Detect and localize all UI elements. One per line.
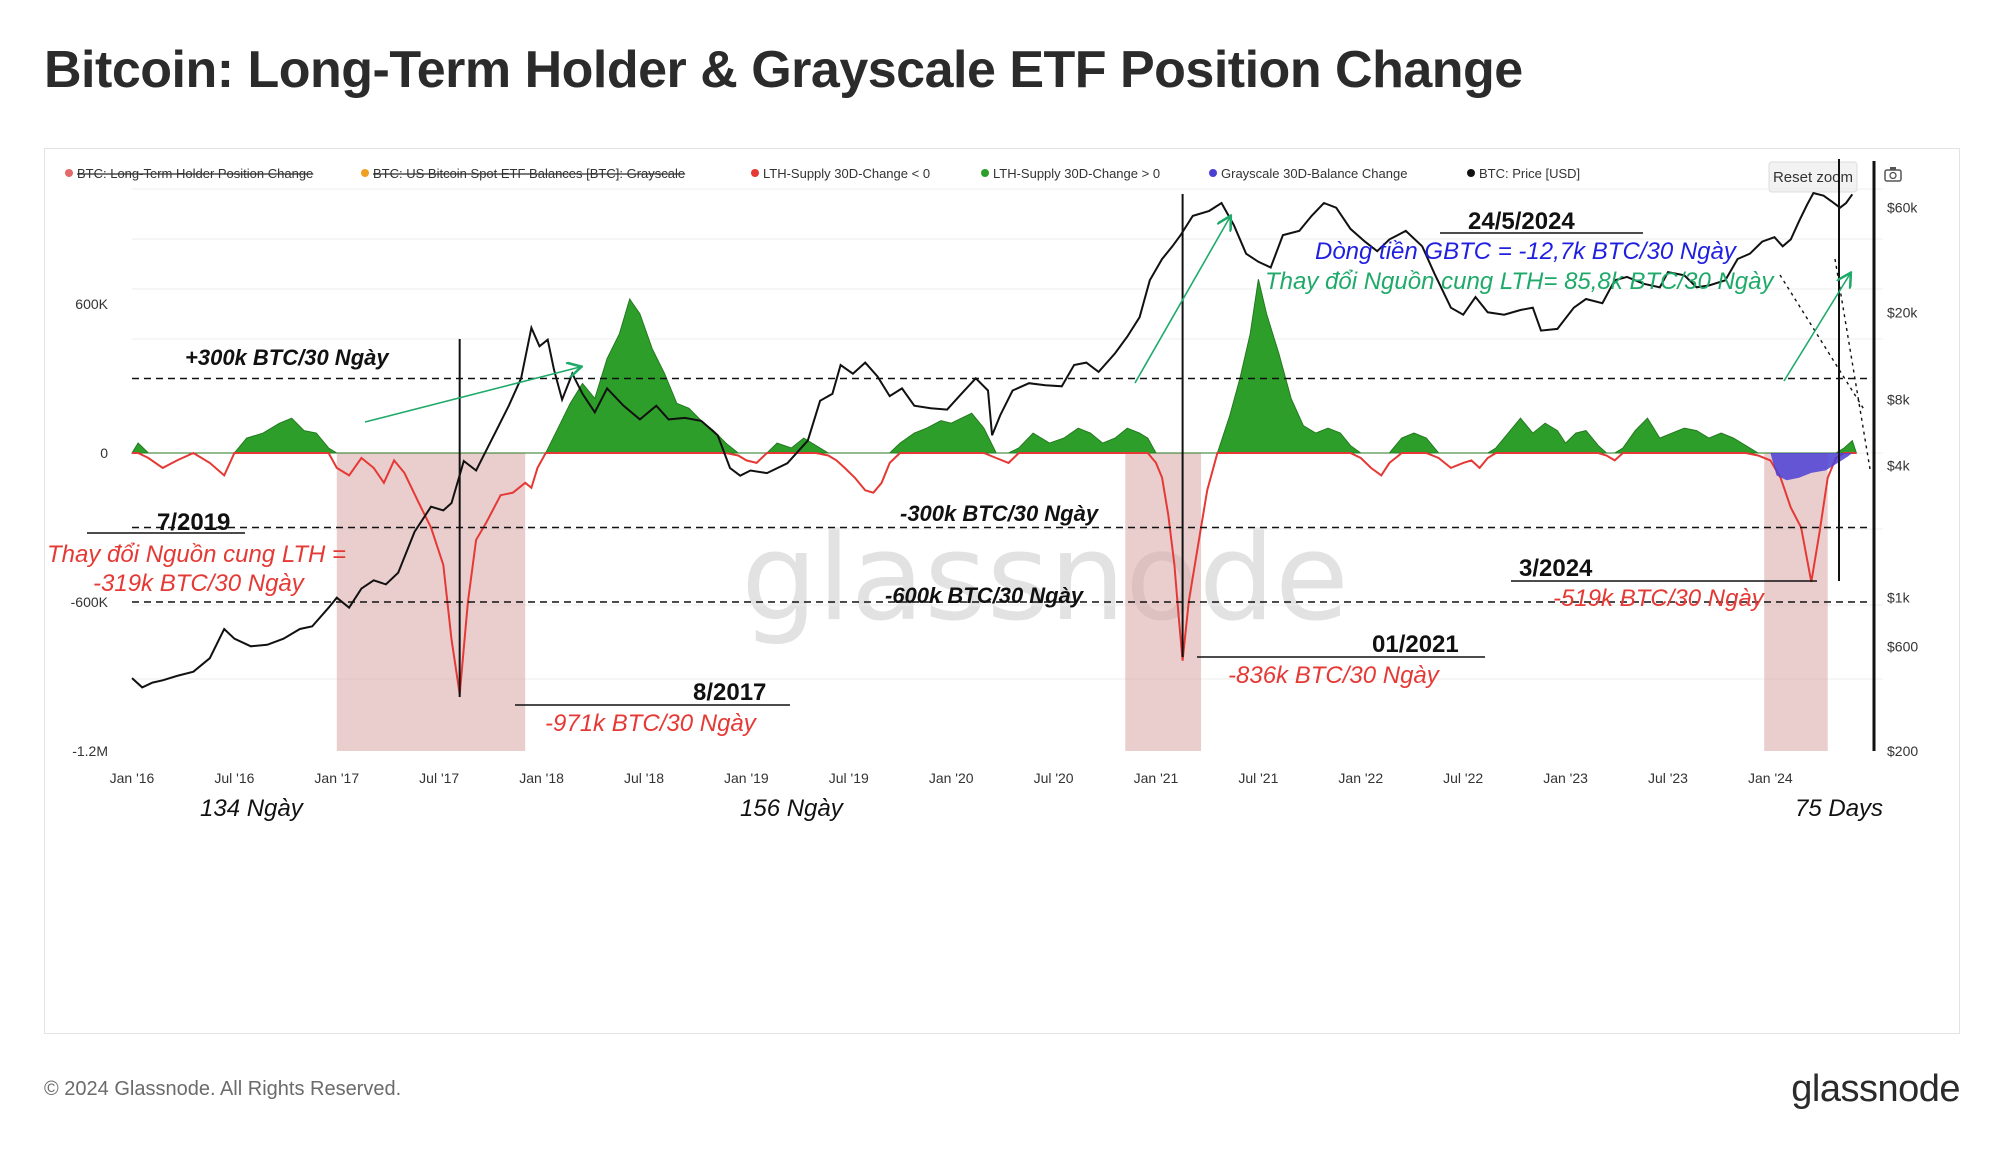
legend-dot-5 <box>1467 169 1475 177</box>
annot-may2024-gbtc: Dòng tiền GBTC = -12,7k BTC/30 Ngày <box>1315 238 1738 265</box>
level-label-plus300: +300k BTC/30 Ngày <box>185 345 390 370</box>
x-tick-5: Jul '18 <box>624 770 664 786</box>
y-left-tick-3: -1.2M <box>72 743 108 759</box>
threshold-levels: +300k BTC/30 Ngày -300k BTC/30 Ngày -600k … <box>132 345 1870 608</box>
x-tick-15: Jul '23 <box>1648 770 1688 786</box>
annot-jan2021-value: -836k BTC/30 Ngày <box>1228 662 1441 689</box>
lth-area-series <box>131 279 1858 695</box>
lth-positive-area <box>131 279 1858 454</box>
x-tick-8: Jan '20 <box>929 770 974 786</box>
legend: BTC: Long-Term Holder Position Change BTC… <box>65 166 1580 181</box>
y-right-tick-3: $4k <box>1887 458 1911 474</box>
legend-label-3[interactable]: LTH-Supply 30D-Change > 0 <box>993 166 1160 181</box>
chart-panel: BTC: Long-Term Holder Position Change BTC… <box>44 148 1960 1034</box>
x-tick-16: Jan '24 <box>1748 770 1793 786</box>
annot-jul2019-date: 7/2019 <box>157 509 230 536</box>
trend-arrow-3 <box>1783 274 1850 382</box>
watermark: glassnode <box>741 509 1349 648</box>
trend-arrow-2 <box>1134 217 1230 384</box>
annot-jul2019-line2: -319k BTC/30 Ngày <box>93 570 306 597</box>
annot-mar2024-date: 3/2024 <box>1519 555 1593 582</box>
y-left-tick-0: 600K <box>75 296 108 312</box>
legend-label-1[interactable]: BTC: US Bitcoin Spot ETF Balances [BTC]:… <box>373 166 685 181</box>
y-right-tick-4: $1k <box>1887 590 1911 606</box>
annot-mar2024-value: -519k BTC/30 Ngày <box>1553 585 1766 612</box>
legend-dot-1 <box>361 169 369 177</box>
pointer-dotted-2 <box>1779 274 1866 412</box>
page-title: Bitcoin: Long-Term Holder & Grayscale ET… <box>44 41 1523 99</box>
level-label-minus600: -600k BTC/30 Ngày <box>885 583 1085 608</box>
y-right-tick-0: $60k <box>1887 200 1918 216</box>
annotations: 7/2019 Thay đổi Nguồn cung LTH =-319k BTC… <box>47 208 1883 822</box>
x-tick-11: Jul '21 <box>1238 770 1278 786</box>
x-tick-14: Jan '23 <box>1543 770 1588 786</box>
axes: 600K 0 -600K -1.2M $60k $20k $8k $4k $1k $600 $200… <box>71 200 1919 786</box>
y-right-tick-2: $8k <box>1887 392 1911 408</box>
level-label-minus300: -300k BTC/30 Ngày <box>900 501 1100 526</box>
annot-may2024-lth: Thay đổi Nguồn cung LTH= 85,8k BTC/30 Ng… <box>1265 268 1776 295</box>
legend-label-0[interactable]: BTC: Long-Term Holder Position Change <box>77 166 313 181</box>
chart-svg: BTC: Long-Term Holder Position Change BTC… <box>47 159 1919 822</box>
x-tick-0: Jan '16 <box>110 770 155 786</box>
legend-label-5[interactable]: BTC: Price [USD] <box>1479 166 1580 181</box>
y-right-tick-5: $600 <box>1887 638 1918 654</box>
annot-duration-3: 75 Days <box>1795 795 1883 822</box>
copyright: © 2024 Glassnode. All Rights Reserved. <box>44 1078 402 1100</box>
btc-price-line <box>131 191 1854 689</box>
price-series <box>131 191 1854 689</box>
x-tick-6: Jan '19 <box>724 770 769 786</box>
x-tick-13: Jul '22 <box>1443 770 1483 786</box>
legend-dot-0 <box>65 169 73 177</box>
grayscale-area <box>1770 453 1853 481</box>
trend-arrows <box>364 217 1850 423</box>
annot-duration-2: 156 Ngày <box>740 795 845 822</box>
legend-label-2[interactable]: LTH-Supply 30D-Change < 0 <box>763 166 930 181</box>
annot-aug2017-date: 8/2017 <box>693 679 766 706</box>
y-right-tick-1: $20k <box>1887 304 1918 320</box>
lth-negative-line <box>132 451 1857 695</box>
trend-arrow-0 <box>364 367 580 423</box>
annot-jul2019-line1: Thay đổi Nguồn cung LTH = <box>47 541 346 568</box>
annot-aug2017-value: -971k BTC/30 Ngày <box>545 710 758 737</box>
x-tick-1: Jul '16 <box>214 770 254 786</box>
annot-jan2021-date: 01/2021 <box>1372 631 1459 658</box>
legend-dot-4 <box>1209 169 1217 177</box>
x-tick-7: Jul '19 <box>829 770 869 786</box>
annot-may2024-date: 24/5/2024 <box>1468 208 1575 235</box>
reset-zoom-button[interactable]: Reset zoom <box>1768 161 1858 193</box>
y-left-tick-2: -600K <box>71 594 109 610</box>
vertical-markers <box>458 159 1876 751</box>
x-tick-9: Jul '20 <box>1034 770 1074 786</box>
camera-icon[interactable] <box>1884 167 1902 182</box>
x-tick-12: Jan '22 <box>1338 770 1383 786</box>
x-tick-10: Jan '21 <box>1134 770 1179 786</box>
y-right-tick-6: $200 <box>1887 743 1918 759</box>
y-left-tick-1: 0 <box>100 445 108 461</box>
x-tick-4: Jan '18 <box>519 770 564 786</box>
legend-dot-3 <box>981 169 989 177</box>
legend-dot-2 <box>751 169 759 177</box>
x-tick-3: Jul '17 <box>419 770 459 786</box>
x-tick-2: Jan '17 <box>314 770 359 786</box>
annot-duration-1: 134 Ngày <box>200 795 305 822</box>
brand-logo: glassnode <box>1791 1068 1960 1110</box>
reset-zoom-label[interactable]: Reset zoom <box>1773 169 1853 186</box>
pointer-dotted-1 <box>1834 258 1871 470</box>
legend-label-4[interactable]: Grayscale 30D-Balance Change <box>1221 166 1407 181</box>
